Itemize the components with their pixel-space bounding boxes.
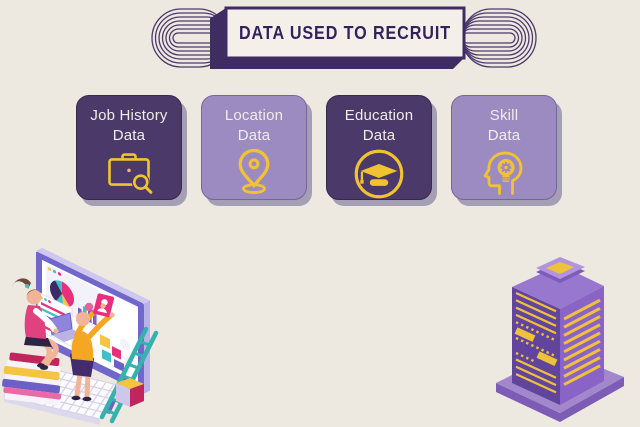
card-location-data: Location Data — [201, 95, 307, 200]
card-label: Job History Data — [90, 107, 168, 144]
right-face-stripes — [563, 298, 601, 386]
card-education-data: Education Data — [326, 95, 432, 200]
card-job-history-data: Job History Data — [76, 95, 182, 200]
standing-woman — [70, 293, 115, 402]
sitting-woman — [12, 278, 84, 370]
head-gear-bulb-icon — [478, 146, 530, 202]
monitor-edge-top — [36, 247, 150, 304]
book-stack — [2, 352, 62, 406]
server-tower-illustration — [496, 257, 624, 422]
title-banner: DATA USED TO RECRUIT — [151, 6, 537, 69]
card-label: Skill Data — [487, 107, 521, 144]
location-pin-icon — [228, 146, 280, 202]
briefcase-search-icon — [103, 146, 155, 202]
banner-extrusion — [210, 8, 464, 69]
banner-face — [224, 6, 466, 60]
data-cards-row: Job History Data Location Data — [76, 95, 557, 200]
server-tower — [512, 257, 604, 405]
tower-top-diamond — [546, 262, 574, 274]
graduation-cap-icon — [351, 146, 407, 206]
page-title: DATA USED TO RECRUIT — [239, 23, 451, 43]
cube — [116, 378, 144, 407]
analytics-dashboard-illustration — [2, 247, 159, 425]
banner-coil-right-icon — [461, 8, 537, 68]
left-face-stripes — [514, 291, 558, 394]
card-label: Education Data — [344, 107, 414, 144]
card-skill-data: Skill Data — [451, 95, 557, 200]
card-label: Location Data — [224, 107, 284, 144]
